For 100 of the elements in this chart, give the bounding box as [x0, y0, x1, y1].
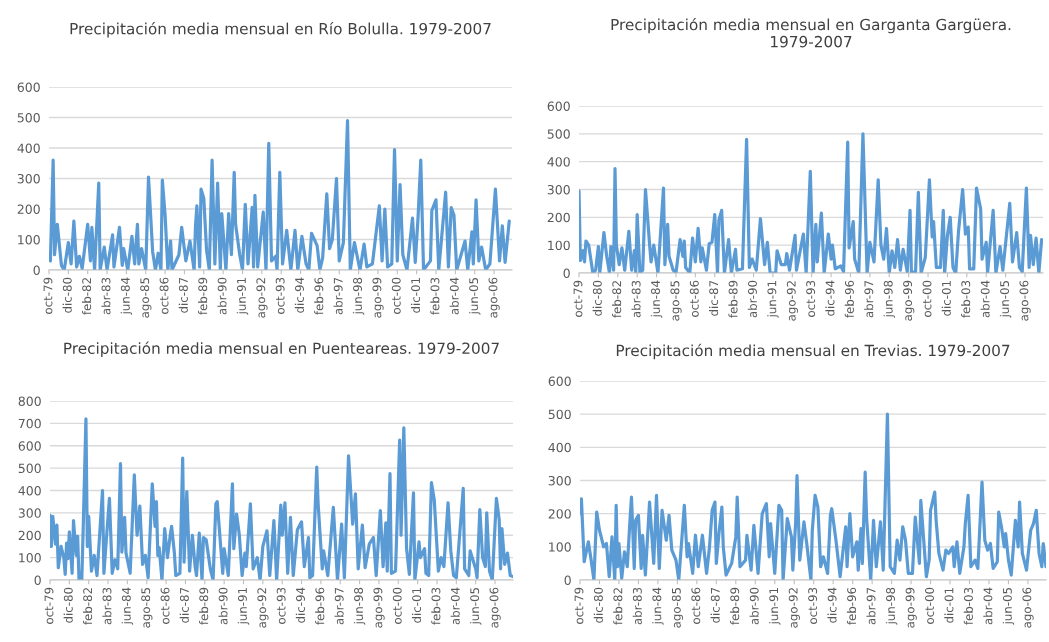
- x-tick-label: ago-85: [671, 587, 684, 628]
- x-tick-label: abr-83: [632, 587, 642, 625]
- y-tick-label: 0: [564, 575, 571, 585]
- y-tick-label: 200: [18, 530, 41, 541]
- y-tick-label: 800: [18, 396, 41, 406]
- x-tick-label: oct-93: [275, 277, 285, 314]
- x-tick-label: oct-93: [276, 587, 286, 624]
- x-tick-label: dic-80: [63, 587, 73, 623]
- x-tick-label: dic-94: [825, 280, 835, 316]
- x-tick-label: abr-90: [218, 587, 228, 625]
- y-tick-label: 300: [547, 184, 570, 195]
- x-tick-label: jun-05: [468, 277, 481, 315]
- x-tick-label: oct-00: [392, 587, 402, 624]
- x-tick-label: jun-84: [120, 277, 133, 315]
- y-tick-label: 400: [548, 442, 571, 453]
- x-tick-label: oct-86: [691, 587, 701, 624]
- x-tick-label: abr-04: [983, 587, 993, 625]
- y-tick-label: 100: [18, 234, 40, 245]
- x-tick-label: feb-03: [961, 280, 971, 318]
- x-tick-label: jun-84: [121, 587, 134, 625]
- x-tick-label: oct-93: [806, 280, 816, 317]
- y-tick-label: 200: [548, 509, 571, 519]
- y-tick-label: 200: [17, 204, 40, 214]
- x-tick-label: ago-06: [488, 277, 500, 318]
- x-tick-label: jun-05: [999, 280, 1012, 318]
- y-tick-label: 0: [33, 265, 40, 275]
- x-tick-label: abr-04: [450, 587, 460, 625]
- x-tick-label: jun-98: [885, 587, 898, 625]
- x-tick-label: abr-97: [333, 277, 343, 315]
- x-tick-label: abr-04: [449, 277, 459, 315]
- x-tick-label: dic-80: [593, 587, 603, 623]
- x-tick-label: jun-84: [652, 587, 664, 625]
- y-tick-label: 100: [548, 240, 570, 251]
- x-tick-label: oct-86: [159, 277, 169, 314]
- x-tick-label: feb-82: [612, 281, 622, 318]
- x-tick-label: feb-89: [199, 587, 209, 625]
- y-tick-label: 0: [563, 268, 570, 278]
- x-tick-label: feb-89: [198, 277, 208, 315]
- y-tick-label: 400: [547, 157, 570, 167]
- x-tick-label: dic-94: [827, 587, 837, 623]
- y-tick-label: 0: [34, 575, 41, 585]
- x-tick-label: oct-79: [573, 280, 583, 317]
- x-tick-label: feb-82: [81, 278, 92, 315]
- x-tick-label: jun-91: [769, 588, 781, 625]
- chart-title: Precipitación media mensual en Puenteareas. 1979-2007: [64, 341, 499, 357]
- x-tick-label: feb-03: [963, 587, 973, 625]
- y-tick-label: 600: [548, 376, 571, 386]
- x-tick-label: ago-85: [141, 587, 153, 628]
- x-tick-label: oct-79: [574, 587, 584, 624]
- x-tick-label: abr-97: [866, 587, 876, 625]
- x-tick-label: oct-00: [922, 280, 932, 317]
- x-tick-label: oct-79: [43, 277, 53, 314]
- x-tick-label: dic-87: [709, 280, 719, 316]
- x-tick-label: feb-96: [844, 280, 854, 318]
- y-tick-label: 200: [547, 212, 570, 223]
- x-tick-label: jun-98: [352, 277, 365, 315]
- y-tick-label: 600: [547, 101, 570, 111]
- x-tick-label: ago-92: [788, 588, 800, 628]
- x-tick-label: dic-94: [294, 277, 304, 313]
- x-tick-label: ago-92: [256, 278, 268, 318]
- x-tick-label: jun-91: [767, 281, 779, 318]
- x-tick-label: abr-97: [334, 587, 344, 625]
- chart-title: Precipitación media mensual en Garganta Gargüera. 1979-2007: [611, 17, 1011, 48]
- y-tick-label: 500: [548, 409, 571, 420]
- x-tick-label: ago-92: [786, 281, 799, 321]
- x-tick-label: ago-99: [372, 277, 384, 318]
- y-tick-label: 500: [547, 129, 570, 139]
- y-tick-label: 100: [19, 553, 41, 563]
- x-tick-label: jun-98: [353, 587, 366, 625]
- x-tick-label: oct-86: [160, 587, 170, 624]
- y-tick-label: 600: [18, 441, 41, 451]
- x-tick-label: ago-99: [905, 587, 917, 628]
- chart-title: Precipitación media mensual en Río Bolulla. 1979-2007: [70, 22, 491, 38]
- x-tick-label: abr-83: [102, 587, 112, 625]
- x-tick-label: jun-91: [236, 278, 249, 315]
- x-tick-label: dic-01: [941, 281, 951, 316]
- x-tick-label: ago-99: [903, 280, 915, 321]
- x-tick-label: oct-86: [689, 280, 699, 317]
- x-tick-label: ago-06: [489, 587, 501, 628]
- y-tick-label: 500: [18, 463, 41, 474]
- y-tick-label: 300: [17, 173, 40, 184]
- x-tick-label: jun-98: [883, 280, 895, 318]
- x-tick-label: oct-00: [391, 277, 401, 314]
- x-tick-label: feb-96: [315, 587, 325, 625]
- x-tick-label: ago-92: [257, 588, 269, 628]
- y-tick-label: 300: [18, 508, 41, 518]
- x-tick-label: abr-90: [749, 587, 759, 625]
- x-tick-label: dic-01: [411, 588, 422, 623]
- x-tick-label: feb-82: [613, 588, 623, 625]
- x-tick-label: ago-99: [373, 587, 385, 628]
- x-tick-label: ago-85: [140, 277, 152, 318]
- y-tick-label: 500: [17, 112, 40, 123]
- x-tick-label: feb-89: [730, 587, 740, 625]
- y-tick-label: 700: [18, 418, 41, 429]
- x-tick-label: dic-80: [592, 280, 602, 316]
- x-tick-label: feb-96: [846, 587, 857, 625]
- x-tick-label: dic-87: [179, 587, 189, 623]
- y-tick-label: 600: [17, 82, 40, 92]
- x-tick-label: dic-94: [295, 587, 305, 623]
- x-tick-label: abr-90: [217, 277, 227, 315]
